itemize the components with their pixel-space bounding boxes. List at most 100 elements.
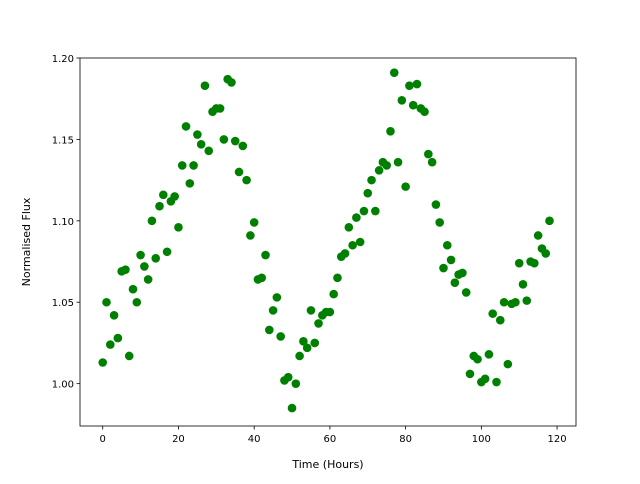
point	[136, 250, 145, 260]
point	[450, 278, 460, 288]
point	[344, 223, 354, 232]
point	[541, 249, 551, 258]
point	[435, 218, 444, 227]
point	[306, 306, 316, 315]
point	[412, 79, 422, 89]
point	[393, 157, 403, 167]
point	[249, 218, 259, 227]
point	[480, 374, 490, 384]
point	[374, 166, 384, 175]
point	[439, 263, 448, 273]
point	[265, 325, 274, 335]
point	[495, 315, 505, 325]
point	[238, 141, 248, 151]
point	[124, 351, 134, 361]
point	[325, 307, 335, 317]
point	[492, 377, 501, 387]
point	[420, 107, 429, 117]
point	[503, 359, 513, 369]
point	[431, 200, 441, 209]
point	[530, 258, 539, 268]
point	[174, 223, 183, 232]
point	[261, 250, 270, 260]
x-tick-label: 60	[324, 434, 337, 445]
point	[291, 379, 301, 388]
point	[522, 296, 532, 305]
point	[389, 68, 399, 77]
point	[359, 206, 369, 216]
point	[234, 167, 244, 177]
point	[98, 358, 108, 367]
plot-frame	[79, 57, 577, 427]
point	[162, 247, 172, 257]
point	[151, 253, 161, 263]
y-tick-label: 1.15	[52, 135, 74, 146]
point	[458, 268, 467, 278]
point	[348, 240, 357, 250]
point	[155, 201, 164, 211]
point	[140, 262, 149, 271]
y-tick-label: 1.00	[52, 380, 74, 391]
point	[185, 179, 195, 188]
y-tick-label: 1.20	[52, 54, 74, 65]
point	[215, 104, 225, 113]
point	[299, 337, 308, 346]
x-tick-label: 100	[472, 434, 491, 445]
point	[257, 273, 267, 283]
point	[473, 354, 482, 364]
point	[355, 237, 365, 247]
point	[488, 309, 498, 318]
x-tick-label: 120	[548, 434, 567, 445]
point	[109, 310, 119, 320]
point	[367, 175, 376, 185]
point	[397, 96, 407, 105]
point	[514, 258, 524, 268]
point	[302, 343, 312, 353]
point	[446, 255, 456, 265]
point	[102, 297, 111, 307]
point	[189, 161, 198, 170]
point	[170, 192, 179, 201]
point	[143, 275, 153, 284]
y-tick-label: 1.10	[52, 217, 74, 228]
point	[405, 81, 414, 90]
point	[272, 293, 282, 302]
x-tick-label: 40	[248, 434, 261, 445]
point	[177, 161, 187, 170]
point	[499, 297, 509, 307]
point	[204, 146, 214, 156]
point	[230, 136, 240, 146]
point	[246, 231, 255, 240]
point	[113, 333, 123, 343]
point	[484, 350, 494, 359]
point	[533, 231, 543, 240]
point	[219, 135, 229, 144]
point	[268, 306, 278, 315]
point	[242, 175, 251, 185]
point	[181, 122, 191, 131]
point	[147, 216, 157, 226]
point	[287, 403, 297, 413]
point	[227, 78, 236, 87]
y-tick-label: 1.05	[52, 298, 74, 309]
point	[158, 190, 168, 200]
point	[121, 265, 130, 274]
point	[408, 100, 418, 110]
point	[310, 338, 320, 348]
point	[329, 289, 338, 299]
point	[276, 332, 285, 341]
point	[128, 284, 138, 294]
point	[193, 130, 202, 139]
x-tick-label: 20	[172, 434, 185, 445]
point	[427, 157, 437, 167]
point	[352, 213, 361, 222]
point	[442, 240, 452, 250]
x-axis-label: Time (Hours)	[291, 458, 363, 471]
point	[105, 340, 115, 349]
point	[424, 149, 433, 159]
point	[196, 140, 206, 149]
point	[363, 188, 373, 198]
